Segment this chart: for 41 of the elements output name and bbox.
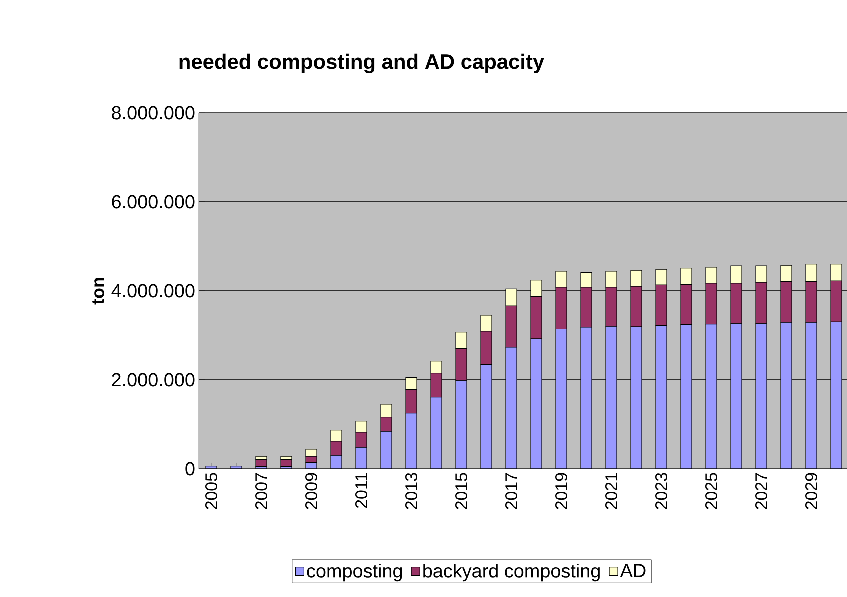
bar [706,324,718,469]
chart-title: needed composting and AD capacity [180,54,544,74]
x-tick-label: 2023 [656,473,668,510]
x-tick-label: 2015 [456,473,468,510]
bar [630,326,642,469]
legend-label: backyard composting [424,564,600,582]
bar [430,397,442,469]
bar [406,413,418,469]
bar [656,325,668,469]
x-tick-label: 2017 [506,473,518,510]
x-tick-label: 2007 [256,473,268,510]
x-tick-label: 2029 [806,473,818,510]
x-tick-label: 2019 [556,473,568,510]
bar [680,324,692,469]
x-tick-label: 2021 [606,473,618,510]
y-tick-label: 2.000.000 [112,373,195,387]
legend-label: composting [307,564,402,582]
legend-label: AD [620,564,646,578]
y-tick-label: 4.000.000 [112,284,195,298]
bar [780,322,792,469]
y-axis-title: ton [92,278,104,305]
bar [806,322,818,469]
y-tick-label: 6.000.000 [112,195,195,209]
bar [530,338,542,469]
x-tick-label: 2009 [306,473,318,510]
bar [756,324,768,469]
bar [556,328,568,469]
bar [506,347,518,469]
x-tick-label: 2011 [356,473,368,508]
bar [830,322,842,469]
x-tick-label: 2013 [406,473,418,510]
bar [480,364,492,469]
y-tick-label: 0 [186,462,195,476]
bar [730,324,742,469]
y-tick-label: 8.000.000 [112,106,195,120]
bar [580,327,592,469]
bar [606,326,618,469]
x-tick-label: 2025 [706,473,718,510]
x-tick-label: 2005 [206,473,218,510]
x-tick-label: 2027 [756,473,768,510]
bar [456,380,468,469]
